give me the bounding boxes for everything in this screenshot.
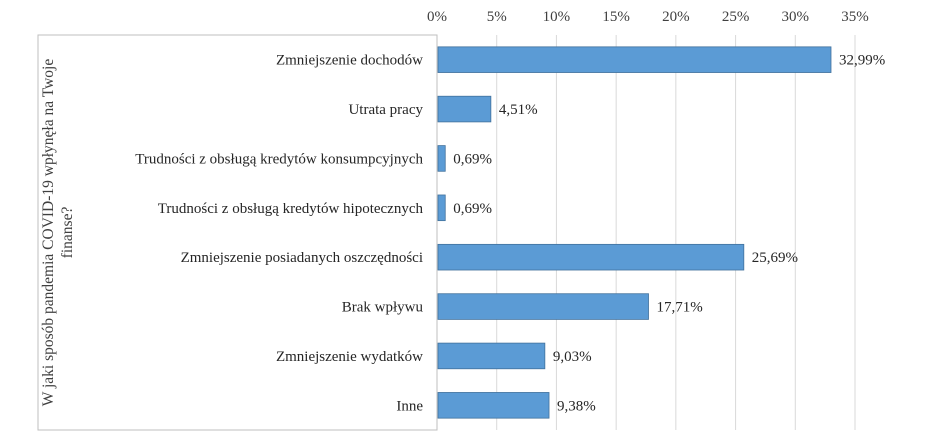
bar	[437, 95, 492, 123]
bar	[437, 293, 649, 320]
data-label: 17,71%	[657, 300, 703, 316]
category-label: Zmniejszenie wydatków	[276, 349, 423, 365]
y-axis-title-line-2: finanse?	[59, 207, 76, 259]
data-label: 25,69%	[752, 250, 798, 266]
data-label: 9,03%	[553, 349, 592, 365]
x-tick-label: 15%	[602, 9, 630, 25]
category-label: Inne	[396, 398, 423, 414]
x-tick-label: 35%	[841, 9, 869, 25]
bar	[437, 243, 745, 271]
x-tick-label: 30%	[782, 9, 810, 25]
bar	[437, 145, 446, 172]
bar	[437, 342, 546, 370]
category-label: Trudności z obsługą kredytów hipotecznyc…	[158, 201, 424, 217]
bar	[437, 46, 832, 73]
category-label: Zmniejszenie posiadanych oszczędności	[181, 250, 423, 266]
x-tick-label: 25%	[722, 9, 750, 25]
category-label: Brak wpływu	[342, 300, 424, 316]
bar	[437, 392, 550, 419]
category-label-frame	[37, 34, 438, 431]
x-tick-label: 5%	[487, 9, 507, 25]
data-label: 0,69%	[453, 201, 492, 217]
category-label: Zmniejszenie dochodów	[276, 53, 423, 69]
data-label: 32,99%	[839, 53, 885, 69]
x-tick-label: 10%	[543, 9, 571, 25]
x-tick-label: 0%	[427, 9, 447, 25]
y-axis-title-line-1: W jaki sposób pandemia COVID-19 wpłynęła…	[40, 59, 57, 407]
category-label: Utrata pracy	[348, 102, 423, 118]
data-label: 4,51%	[499, 102, 538, 118]
x-tick-label: 20%	[662, 9, 690, 25]
data-label: 9,38%	[557, 398, 596, 414]
data-label: 0,69%	[453, 151, 492, 167]
category-label: Trudności z obsługą kredytów konsumpcyjn…	[135, 151, 423, 167]
bar	[437, 194, 446, 222]
